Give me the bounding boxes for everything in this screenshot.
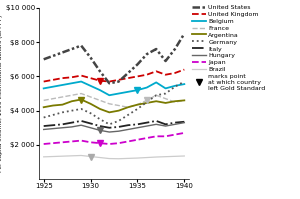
Legend: United States, United Kingdom, Belgium, France, Argentina, Germany, Italy, Hunga: United States, United Kingdom, Belgium, … [192,5,266,91]
Y-axis label: Per capita income, 1990 international dollars (at PPP): Per capita income, 1990 international do… [0,15,3,172]
